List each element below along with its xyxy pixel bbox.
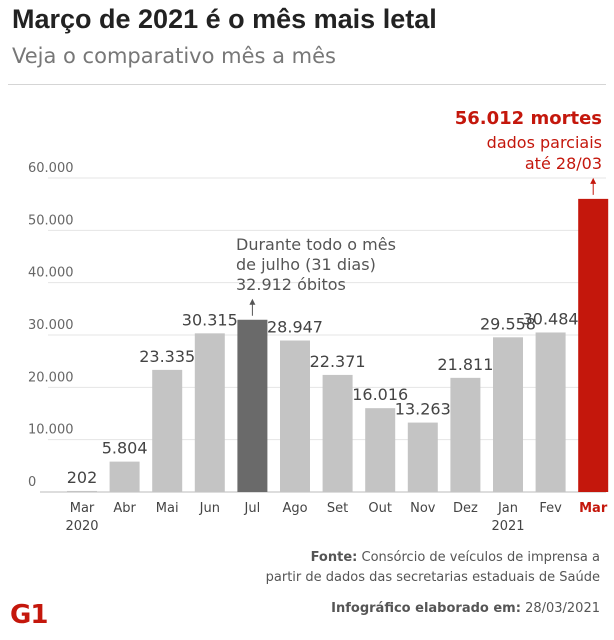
chart-title: Março de 2021 é o mês mais letal xyxy=(12,4,437,34)
bar xyxy=(109,461,140,492)
x-tick-label: Mar xyxy=(70,501,95,516)
bar xyxy=(194,333,225,492)
g1-logo: G1 xyxy=(10,600,48,630)
x-tick-label: Mai xyxy=(156,501,179,516)
y-tick-label: 0 xyxy=(28,475,36,490)
bar xyxy=(450,377,481,492)
y-tick-label: 40.000 xyxy=(28,266,74,281)
july-annotation-line: de julho (31 dias) xyxy=(236,255,376,274)
bar xyxy=(67,490,97,492)
bar xyxy=(365,408,396,492)
y-tick-label: 50.000 xyxy=(28,213,74,228)
x-tick-label: Jan xyxy=(497,501,518,516)
x-tick-label: Jul xyxy=(244,501,261,516)
march-arrow-head xyxy=(590,177,597,184)
credit-label: Infográfico elaborado em: xyxy=(331,601,521,616)
source-line-1: Consórcio de veículos de imprensa a xyxy=(361,550,601,565)
x-tick-label: Out xyxy=(368,501,392,516)
source-note: Fonte: Consórcio de veículos de imprensa… xyxy=(266,548,600,588)
credit-note: Infográfico elaborado em: 28/03/2021 xyxy=(331,601,600,616)
march-annotation-line: até 28/03 xyxy=(525,154,602,173)
bar-chart: 0 10.000 20.000 30.000 40.000 50.000 60.000 202… xyxy=(28,108,609,534)
march-annotation-line: dados parciais xyxy=(487,133,602,152)
data-label: 202 xyxy=(67,468,98,487)
x-tick-label: Jun xyxy=(199,501,220,516)
data-label: 21.811 xyxy=(437,355,493,374)
x-tick-year: 2020 xyxy=(65,519,98,534)
y-tick-label: 10.000 xyxy=(28,423,74,438)
data-label: 29.558 xyxy=(480,314,536,333)
data-label: 30.315 xyxy=(182,310,238,329)
data-label: 23.335 xyxy=(139,347,195,366)
header-divider xyxy=(8,84,606,85)
bar xyxy=(578,198,609,492)
source-label: Fonte: xyxy=(310,550,358,565)
x-tick-label: Dez xyxy=(453,501,478,516)
x-tick-label: Set xyxy=(327,501,348,516)
bar xyxy=(535,332,566,492)
x-tick-label: Nov xyxy=(410,501,436,516)
data-label: 30.484 xyxy=(523,309,579,328)
data-label: 5.804 xyxy=(102,439,148,458)
x-tick-label: Ago xyxy=(282,501,307,516)
data-label: 16.016 xyxy=(352,385,408,404)
bar xyxy=(152,369,183,492)
x-tick-label: Mar xyxy=(579,501,608,516)
bar xyxy=(237,319,268,492)
chart-subtitle: Veja o comparativo mês a mês xyxy=(12,44,336,68)
x-tick-label: Abr xyxy=(113,501,136,516)
july-annotation-line: 32.912 óbitos xyxy=(236,275,346,294)
bar xyxy=(407,422,438,492)
july-arrow-head xyxy=(249,298,256,305)
credit-date: 28/03/2021 xyxy=(525,601,600,616)
march-annotation-headline: 56.012 mortes xyxy=(455,108,602,129)
y-tick-label: 60.000 xyxy=(28,161,74,176)
source-line-2: partir de dados das secretarias estaduai… xyxy=(265,570,600,585)
bar xyxy=(280,340,310,492)
y-tick-label: 30.000 xyxy=(28,318,74,333)
x-tick-year: 2021 xyxy=(491,519,524,534)
data-label: 13.263 xyxy=(395,400,451,419)
data-label: 22.371 xyxy=(310,352,366,371)
x-tick-label: Fev xyxy=(539,501,562,516)
bar xyxy=(322,374,353,492)
y-tick-label: 20.000 xyxy=(28,370,74,385)
bar xyxy=(493,337,523,492)
july-annotation-line: Durante todo o mês xyxy=(236,235,396,254)
data-label: 28.947 xyxy=(267,318,323,337)
